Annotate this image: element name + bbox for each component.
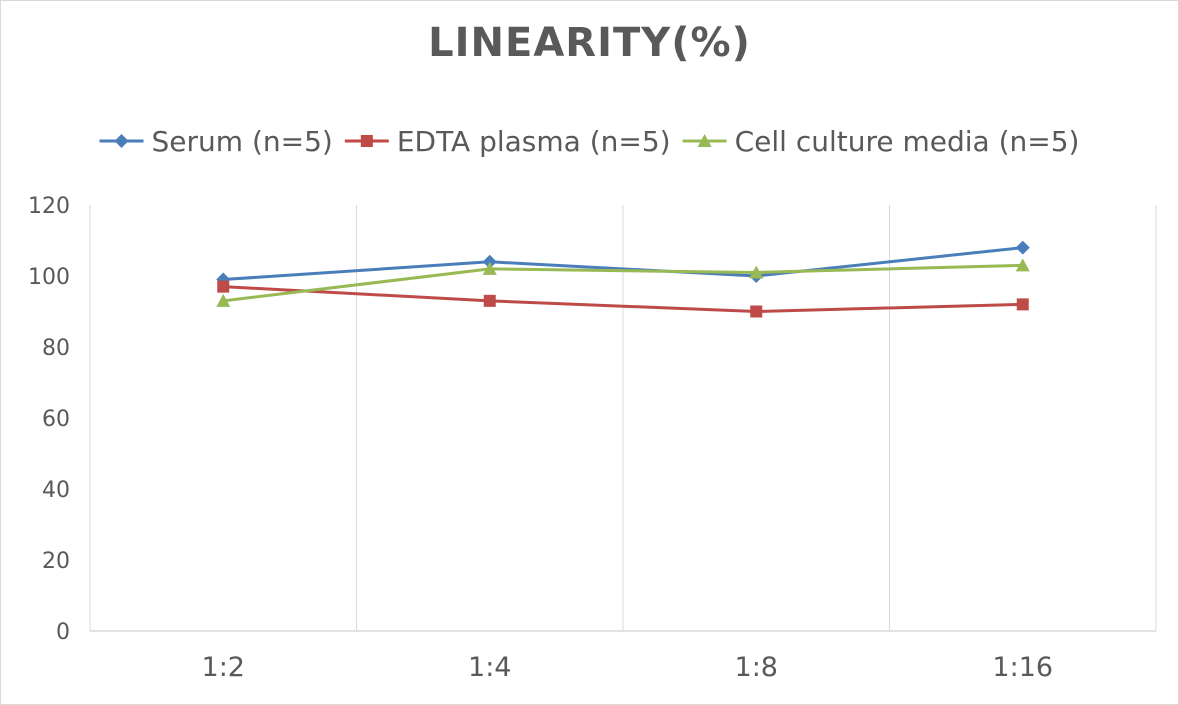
series-3 xyxy=(216,258,1030,307)
x-tick-label: 1:2 xyxy=(202,652,245,683)
legend-item-2: EDTA plasma (n=5) xyxy=(344,125,671,158)
data-point xyxy=(216,293,231,307)
x-axis: 1:2 1:4 1:8 1:16 xyxy=(90,630,1156,683)
gridlines xyxy=(89,205,1157,631)
y-axis: 0 20 40 60 80 100 120 xyxy=(28,194,70,645)
x-tick-label: 1:8 xyxy=(735,652,778,683)
series-line xyxy=(223,285,1023,313)
data-point xyxy=(1016,298,1029,311)
data-point xyxy=(749,265,764,279)
legend-label: EDTA plasma (n=5) xyxy=(397,125,671,158)
y-tick-label: 20 xyxy=(42,549,70,574)
y-tick-label: 60 xyxy=(42,407,70,432)
series-line xyxy=(223,263,1023,303)
series-2 xyxy=(217,280,1029,318)
y-tick-label: 0 xyxy=(56,620,70,645)
data-point xyxy=(482,261,497,275)
legend-item-1: Serum (n=5) xyxy=(99,125,333,158)
data-point xyxy=(1015,258,1030,272)
y-tick-label: 80 xyxy=(42,336,70,361)
legend-label: Cell culture media (n=5) xyxy=(735,125,1080,158)
legend: Serum (n=5) EDTA plasma (n=5) Cell culture… xyxy=(99,125,1080,158)
data-point xyxy=(217,280,230,293)
data-point xyxy=(1015,240,1030,255)
legend-label: Serum (n=5) xyxy=(152,125,333,158)
legend-marker xyxy=(360,135,373,147)
legend-marker xyxy=(114,134,129,148)
plot-area xyxy=(216,240,1030,318)
data-point xyxy=(482,254,497,269)
x-tick-label: 1:4 xyxy=(468,652,511,683)
y-tick-label: 100 xyxy=(28,265,70,290)
chart-title: LINEARITY(%) xyxy=(428,20,751,66)
x-tick-label: 1:16 xyxy=(992,652,1053,683)
y-tick-label: 40 xyxy=(42,478,70,503)
y-tick-label: 120 xyxy=(28,194,70,219)
legend-marker xyxy=(697,134,712,147)
data-point xyxy=(483,294,496,307)
series-line xyxy=(223,246,1023,282)
data-point xyxy=(750,305,763,318)
legend-item-3: Cell culture media (n=5) xyxy=(682,125,1080,158)
